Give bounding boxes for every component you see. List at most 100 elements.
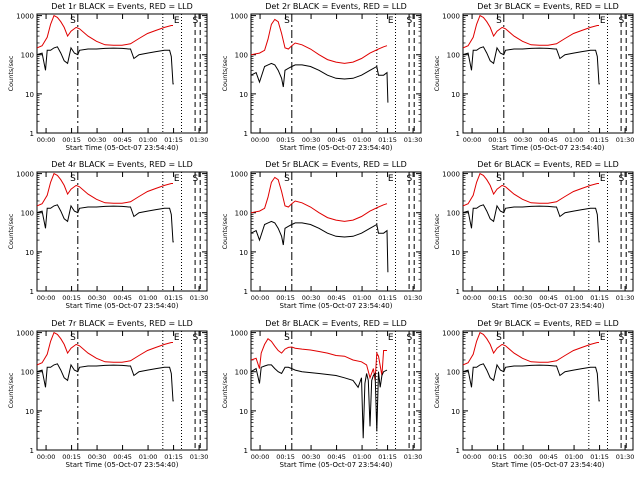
x-tick-label: 00:45: [327, 453, 346, 461]
time-marker-label: S: [496, 16, 502, 26]
chart-panel-3: Det 3r BLACK = Events, RED = LLD 1 10 100 10…: [433, 2, 634, 152]
series-line-events: [251, 220, 389, 273]
x-tick-label: 01:15: [164, 136, 183, 144]
y-tick-label: 10: [239, 408, 248, 416]
x-tick-label: 00:45: [113, 136, 132, 144]
y-axis-label: Counts/sec: [221, 372, 229, 408]
y-axis-label: Counts/sec: [7, 55, 15, 91]
y-tick-label: 100: [447, 369, 460, 377]
series-line-events: [37, 204, 174, 243]
x-tick-label: 01:30: [404, 294, 423, 302]
y-tick-label: 1000: [442, 13, 460, 21]
y-tick-label: 1: [30, 288, 34, 296]
y-tick-label: 10: [451, 249, 460, 257]
x-tick-label: 00:15: [488, 294, 507, 302]
x-tick-label: 00:15: [488, 136, 507, 144]
x-tick-label: 00:00: [37, 294, 56, 302]
x-tick-label: 01:15: [590, 136, 609, 144]
chart-panel-6: Det 6r BLACK = Events, RED = LLD 1 10 100 10…: [433, 160, 634, 310]
x-tick-label: 00:30: [302, 453, 321, 461]
x-tick-label: 00:00: [463, 294, 482, 302]
chart-panel-5: Det 5r BLACK = Events, RED = LLD 1 10 100 10…: [221, 160, 422, 310]
x-tick-label: 00:15: [276, 453, 295, 461]
time-marker-label: S: [70, 333, 76, 343]
x-tick-label: 01:30: [190, 136, 209, 144]
x-tick-label: 00:15: [62, 294, 81, 302]
series-line-events: [37, 363, 174, 402]
x-tick-label: 00:00: [463, 136, 482, 144]
y-tick-label: 100: [235, 210, 248, 218]
x-tick-label: 00:30: [302, 294, 321, 302]
series-line-lld: [463, 14, 599, 49]
x-tick-label: 01:00: [565, 294, 584, 302]
x-axis-label: Start Time (05-Oct-07 23:54:40): [66, 461, 179, 469]
y-tick-label: 1000: [230, 330, 248, 338]
series-line-events: [463, 363, 600, 402]
x-tick-label: 01:00: [353, 453, 372, 461]
x-tick-label: 00:15: [62, 453, 81, 461]
time-marker-label: E: [174, 333, 180, 343]
y-tick-label: 1: [244, 130, 248, 138]
x-tick-label: 00:00: [37, 136, 56, 144]
y-axis-label: Counts/sec: [7, 372, 15, 408]
plot-frame: [250, 171, 422, 292]
x-tick-label: 01:15: [164, 453, 183, 461]
chart-title: Det 7r BLACK = Events, RED = LLD: [51, 319, 193, 328]
time-marker-label: S: [406, 333, 412, 343]
x-tick-label: 00:00: [463, 453, 482, 461]
y-tick-label: 1000: [230, 171, 248, 179]
x-tick-label: 00:45: [539, 294, 558, 302]
x-tick-label: 00:45: [113, 294, 132, 302]
plot-frame: [462, 13, 634, 134]
series-line-events: [37, 46, 174, 85]
x-tick-label: 01:00: [353, 294, 372, 302]
y-tick-label: 1: [30, 447, 34, 455]
plot-frame: [36, 171, 208, 292]
x-axis-label: Start Time (05-Oct-07 23:54:40): [66, 302, 179, 310]
x-tick-label: 01:15: [590, 294, 609, 302]
x-tick-label: 00:30: [514, 294, 533, 302]
chart-title: Det 3r BLACK = Events, RED = LLD: [477, 2, 619, 11]
x-tick-label: 00:30: [514, 136, 533, 144]
chart-title: Det 8r BLACK = Events, RED = LLD: [265, 319, 407, 328]
y-tick-label: 100: [21, 52, 34, 60]
series-line-events: [463, 204, 600, 243]
chart-panel-8: Det 8r BLACK = Events, RED = LLD 1 10 100 10…: [221, 319, 422, 469]
plot-frame: [36, 330, 208, 451]
y-tick-label: 1: [244, 447, 248, 455]
y-axis-label: Counts/sec: [433, 55, 441, 91]
time-marker-label: S: [192, 333, 198, 343]
plot-frame: [462, 330, 634, 451]
plot-frame: [250, 13, 422, 134]
plot-frame: [36, 13, 208, 134]
series-line-lld: [37, 172, 173, 207]
time-marker-label: S: [618, 174, 624, 184]
chart-panel-2: Det 2r BLACK = Events, RED = LLD 1 10 100 10…: [221, 2, 422, 152]
x-tick-label: 00:00: [251, 136, 270, 144]
y-tick-label: 100: [21, 369, 34, 377]
series-line-lld: [37, 331, 173, 366]
x-tick-label: 00:00: [251, 294, 270, 302]
chart-title: Det 5r BLACK = Events, RED = LLD: [265, 160, 407, 169]
series-line-lld: [251, 176, 388, 222]
y-axis-label: Counts/sec: [433, 372, 441, 408]
y-tick-label: 10: [451, 91, 460, 99]
x-axis-label: Start Time (05-Oct-07 23:54:40): [492, 461, 605, 469]
x-tick-label: 00:30: [88, 453, 107, 461]
x-tick-label: 01:00: [139, 294, 158, 302]
time-marker-label: E: [388, 333, 394, 343]
x-tick-label: 01:00: [139, 453, 158, 461]
x-axis-label: Start Time (05-Oct-07 23:54:40): [280, 144, 393, 152]
x-tick-label: 01:30: [616, 453, 635, 461]
x-tick-label: 01:30: [616, 294, 635, 302]
y-tick-label: 10: [451, 408, 460, 416]
time-marker-label: S: [192, 174, 198, 184]
x-tick-label: 00:15: [62, 136, 81, 144]
time-marker-label: S: [284, 333, 290, 343]
time-marker-label: S: [496, 174, 502, 184]
y-tick-label: 100: [235, 52, 248, 60]
y-tick-label: 1000: [16, 330, 34, 338]
y-tick-label: 10: [239, 91, 248, 99]
series-line-events: [463, 46, 600, 85]
y-tick-label: 1000: [442, 330, 460, 338]
